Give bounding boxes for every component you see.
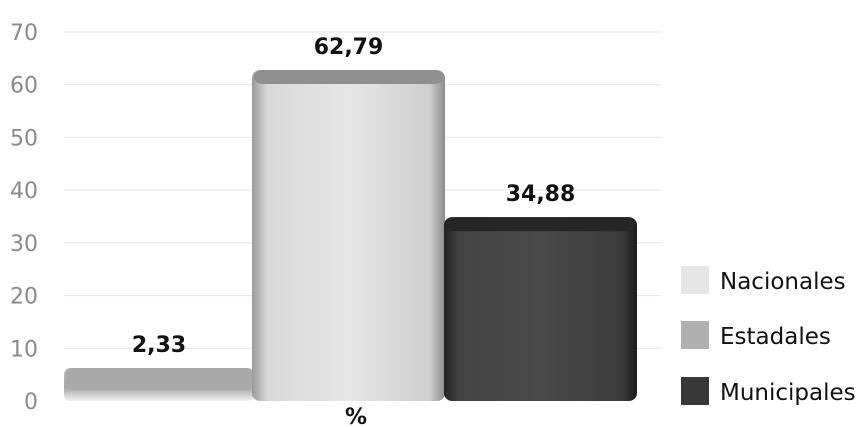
- legend: Nacionales Estadales Municipales: [681, 266, 856, 406]
- bar-municipales: [444, 217, 637, 401]
- data-label-nacionales: 2,33: [132, 333, 186, 358]
- legend-label-estadales: Estadales: [720, 324, 831, 350]
- legend-label-municipales: Municipales: [720, 380, 856, 406]
- legend-swatch-nacionales: [681, 266, 709, 294]
- bar-estadales: [252, 70, 445, 401]
- y-tick-label: 10: [10, 337, 38, 362]
- data-label-estadales: 62,79: [314, 35, 384, 60]
- legend-swatch-estadales: [681, 321, 709, 349]
- data-label-municipales: 34,88: [506, 182, 576, 207]
- y-tick-label: 0: [24, 390, 38, 415]
- x-axis-category-label: %: [345, 405, 367, 427]
- y-tick-label: 40: [10, 179, 38, 204]
- y-tick-label: 20: [10, 285, 38, 310]
- y-tick-label: 60: [10, 74, 38, 99]
- y-tick-label: 50: [10, 126, 38, 151]
- y-tick-label: 30: [10, 232, 38, 257]
- legend-label-nacionales: Nacionales: [720, 269, 846, 295]
- bar-nacionales: [64, 368, 254, 401]
- y-axis-ticks: 0 10 20 30 40 50 60 70: [10, 21, 38, 415]
- y-tick-label: 70: [10, 21, 38, 46]
- legend-swatch-municipales: [681, 377, 709, 405]
